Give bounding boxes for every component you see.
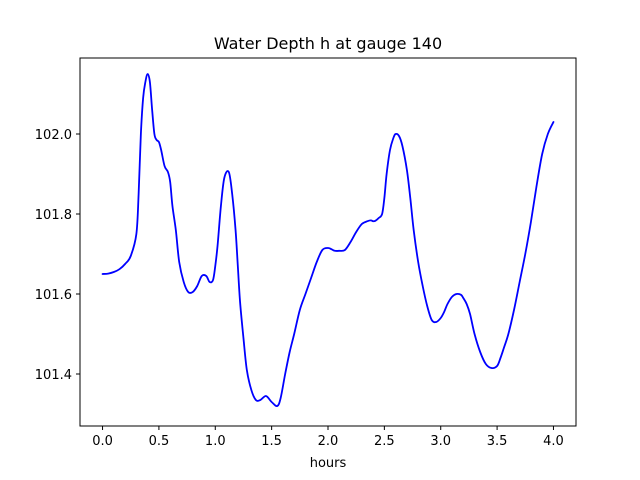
x-tick-label: 3.5 [487, 434, 508, 449]
x-tick-label: 1.5 [261, 434, 282, 449]
x-tick-label: 2.0 [318, 434, 339, 449]
x-axis-label: hours [310, 456, 347, 471]
x-axis-ticks: 0.0 0.5 1.0 1.5 2.0 2.5 3.0 3.5 4.0 [92, 426, 564, 449]
x-tick-label: 3.0 [430, 434, 451, 449]
plot-frame [79, 57, 577, 427]
plot-content [101, 73, 555, 407]
y-tick-label: 101.6 [35, 288, 72, 303]
x-tick-label: 2.5 [374, 434, 395, 449]
series-line [101, 73, 555, 407]
x-tick-label: 1.0 [205, 434, 226, 449]
chart-title: Water Depth h at gauge 140 [214, 34, 442, 53]
x-tick-label: 4.0 [543, 434, 564, 449]
y-tick-label: 101.8 [35, 208, 72, 223]
y-axis-ticks: 101.4 101.6 101.8 102.0 [35, 128, 80, 383]
x-tick-label: 0.5 [149, 434, 170, 449]
y-tick-label: 102.0 [35, 128, 72, 143]
x-tick-label: 0.0 [92, 434, 113, 449]
y-tick-label: 101.4 [35, 368, 72, 383]
